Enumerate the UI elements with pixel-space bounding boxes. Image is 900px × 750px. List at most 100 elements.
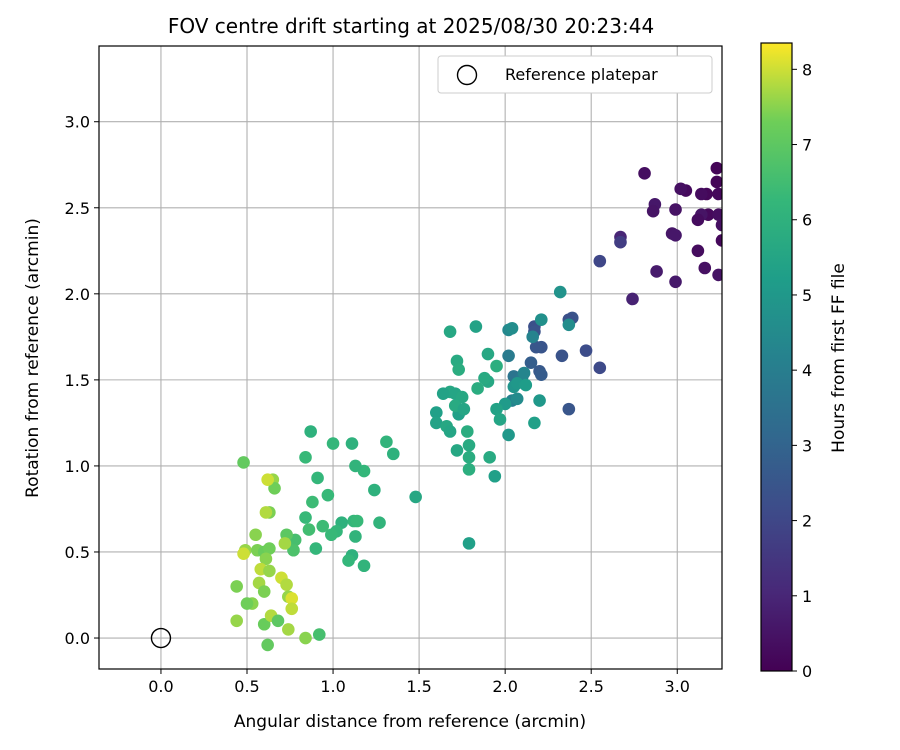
data-point [368, 483, 381, 497]
data-point [409, 490, 422, 504]
chart-title: FOV centre drift starting at 2025/08/30 … [168, 14, 654, 38]
reference-marker [150, 627, 172, 649]
data-point [455, 390, 469, 404]
data-point [483, 451, 496, 464]
x-tick-label: 2.5 [578, 677, 603, 696]
y-tick-label: 0.5 [65, 543, 90, 562]
data-point [691, 213, 705, 227]
colorbar-ticks: 0 1 2 3 4 5 6 7 8 [792, 60, 812, 681]
data-point [695, 187, 708, 201]
data-point [443, 425, 457, 438]
data-point [715, 218, 722, 232]
data-point [350, 514, 364, 528]
y-tick-label: 1.5 [65, 371, 90, 390]
data-point [481, 347, 495, 361]
reference-open-circle-icon [150, 627, 172, 649]
data-point [524, 356, 538, 369]
data-point [490, 402, 503, 416]
data-point [490, 359, 503, 373]
data-point [299, 511, 312, 524]
x-tick-label: 2.0 [492, 677, 517, 696]
data-point [502, 349, 515, 363]
data-point [386, 447, 400, 461]
colorbar-tick-label: 8 [802, 60, 812, 79]
data-point [237, 456, 250, 469]
data-point [478, 371, 491, 385]
y-axis-label: Rotation from reference (arcmin) [23, 218, 43, 498]
data-point [469, 320, 483, 333]
data-point [312, 628, 326, 641]
y-tick-label: 1.0 [65, 457, 90, 476]
data-point [462, 438, 476, 452]
colorbar-tick-label: 5 [802, 286, 812, 305]
data-point [698, 261, 712, 275]
data-point [529, 340, 543, 354]
x-tick-label: 1.5 [406, 677, 431, 696]
data-point [488, 469, 502, 483]
data-point [562, 402, 576, 416]
colorbar-tick-label: 1 [802, 587, 812, 606]
y-tick-label: 0.0 [65, 629, 90, 648]
colorbar-label: Hours from first FF file [829, 263, 849, 453]
data-point [259, 506, 273, 519]
data-point [614, 235, 627, 249]
data-point [579, 344, 593, 357]
data-point [650, 265, 663, 278]
data-point [380, 435, 393, 449]
data-point [669, 203, 682, 216]
data-point [457, 402, 471, 416]
data-point [302, 523, 316, 536]
data-point [326, 437, 340, 450]
legend-label: Reference platepar [505, 65, 658, 84]
colorbar-tick-label: 3 [802, 436, 812, 455]
data-point [462, 463, 476, 476]
x-tick-label: 0.0 [148, 677, 173, 696]
data-point [710, 175, 722, 189]
data-point [321, 488, 335, 502]
x-axis-label: Angular distance from reference (arcmin) [234, 712, 586, 732]
data-point [259, 552, 273, 566]
data-point [450, 444, 464, 457]
plot-frame [98, 45, 723, 670]
data-point [674, 182, 687, 196]
data-point [526, 330, 539, 344]
data-point [261, 473, 274, 486]
data-point [555, 349, 569, 363]
data-point [669, 275, 682, 289]
data-point [373, 516, 386, 530]
data-point [712, 208, 722, 221]
data-point [519, 378, 533, 392]
data-point [299, 451, 312, 464]
data-point [691, 244, 705, 258]
data-point [268, 481, 281, 495]
data-point [249, 528, 262, 542]
data-point [257, 585, 271, 598]
grid [99, 46, 722, 669]
data-point [349, 530, 362, 543]
data-point [257, 617, 271, 631]
data-point [325, 528, 338, 542]
data-point [357, 559, 371, 573]
data-point [304, 425, 317, 438]
data-point [462, 451, 476, 464]
data-point [287, 543, 300, 557]
data-point [502, 428, 515, 442]
colorbar-tick-label: 7 [802, 136, 812, 155]
data-point [562, 318, 576, 332]
data-point [309, 542, 323, 555]
data-point [240, 597, 254, 610]
data-point [553, 285, 567, 299]
colorbar-tick-label: 2 [802, 512, 812, 531]
x-tick-label: 3.0 [665, 677, 690, 696]
data-point [669, 229, 682, 242]
data-point [712, 268, 722, 282]
data-point [638, 167, 651, 180]
data-point [230, 614, 243, 628]
data-point [505, 321, 519, 335]
y-tick-label: 2.5 [65, 199, 90, 218]
data-point [510, 392, 524, 406]
colorbar-tick-label: 4 [802, 361, 812, 380]
x-tick-label: 0.5 [234, 677, 259, 696]
colorbar-frame [760, 42, 793, 672]
